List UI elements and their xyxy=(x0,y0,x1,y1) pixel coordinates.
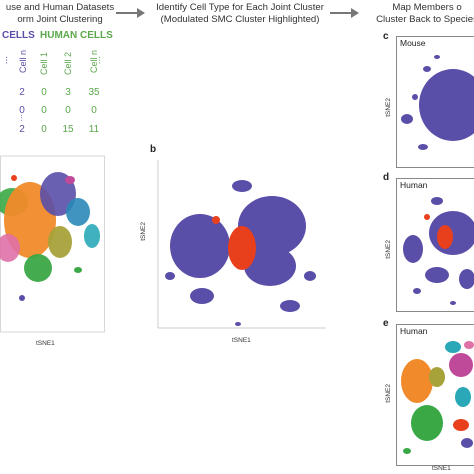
panel-a-xlabel: tSNE1 xyxy=(36,340,55,347)
panel-d-plot: Human xyxy=(396,178,474,312)
panel-e-species: Human xyxy=(400,326,428,336)
caption-right-line2: Cluster Back to Species xyxy=(376,13,474,25)
panel-e-label: e xyxy=(383,318,389,329)
table-cell: 35 xyxy=(88,87,100,98)
table-cell: 0 xyxy=(41,105,47,116)
table-cell: 0 xyxy=(91,105,97,116)
panel-e-xlabel: tSNE1 xyxy=(432,465,451,472)
panel-e-scatter xyxy=(401,341,474,454)
human-col-header: Cell n xyxy=(89,50,99,74)
panel-b-label: b xyxy=(150,144,157,155)
table-cell: 2 xyxy=(19,87,25,98)
table-cell: 2 xyxy=(19,124,25,135)
panel-c-label: c xyxy=(383,31,389,42)
panel-a-plot xyxy=(0,150,108,340)
panel-c-ylabel: tSNE2 xyxy=(385,98,392,117)
panel-b-plot xyxy=(150,156,330,336)
panel-a-scatter xyxy=(0,155,105,333)
panel-d-label: d xyxy=(383,172,390,183)
panel-b-ylabel: tSNE2 xyxy=(140,222,147,241)
caption-middle-line2: (Modulated SMC Cluster Highlighted) xyxy=(160,13,320,25)
caption-left: use and Human Datasets orm Joint Cluster… xyxy=(0,2,120,25)
panel-e-plot: Human xyxy=(396,324,474,466)
table-cell: 0 xyxy=(41,87,47,98)
panel-c-species: Mouse xyxy=(400,38,426,48)
panel-b-xlabel: tSNE1 xyxy=(232,337,251,344)
mouse-cells-header: CELLS xyxy=(2,30,35,41)
human-col-header: Cell 2 xyxy=(63,52,73,76)
caption-left-line1: use and Human Datasets xyxy=(5,2,115,13)
panel-d-ylabel: tSNE2 xyxy=(385,240,392,259)
panel-e-ylabel: tSNE2 xyxy=(385,384,392,403)
caption-left-line2: orm Joint Clustering xyxy=(17,13,103,25)
panel-b-scatter xyxy=(157,160,326,329)
caption-right-line1: Map Members o xyxy=(392,2,462,13)
panel-d-species: Human xyxy=(400,180,428,190)
table-cell: 0 xyxy=(41,124,47,135)
table-cell: 3 xyxy=(65,87,71,98)
caption-right: Map Members o Cluster Back to Species xyxy=(372,2,474,25)
mouse-col-header: Cell n xyxy=(18,50,28,74)
panel-c-plot: Mouse xyxy=(396,36,474,168)
human-cells-header: HUMAN CELLS xyxy=(40,30,113,41)
human-ellipsis: ... xyxy=(96,56,107,65)
table-cell: 15 xyxy=(62,124,74,135)
table-cell: 0 xyxy=(65,105,71,116)
table-cell: 11 xyxy=(88,124,100,135)
panel-c-scatter xyxy=(401,55,474,150)
arrow-right-icon xyxy=(330,6,360,20)
human-col-header: Cell 1 xyxy=(39,52,49,76)
table-cell: 0 xyxy=(19,105,25,116)
mouse-ellipsis: ... xyxy=(3,56,14,65)
arrow-right-icon xyxy=(116,6,146,20)
caption-middle-line1: Identify Cell Type for Each Joint Cluste… xyxy=(156,2,324,13)
mouse-row-ellipsis: ... xyxy=(19,114,29,122)
panel-d-scatter xyxy=(403,197,474,305)
caption-middle: Identify Cell Type for Each Joint Cluste… xyxy=(140,2,340,25)
